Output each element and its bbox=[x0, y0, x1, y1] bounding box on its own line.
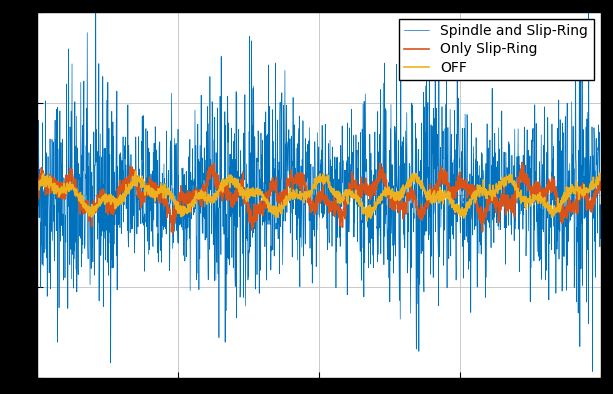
OFF bbox=[33, 180, 40, 185]
Only Slip-Ring bbox=[597, 180, 604, 184]
OFF bbox=[364, 219, 371, 223]
Only Slip-Ring bbox=[581, 189, 588, 193]
Only Slip-Ring bbox=[62, 183, 69, 188]
OFF bbox=[597, 178, 604, 182]
Line: Only Slip-Ring: Only Slip-Ring bbox=[37, 162, 601, 232]
Spindle and Slip-Ring bbox=[292, 146, 300, 151]
Only Slip-Ring bbox=[169, 230, 177, 235]
Spindle and Slip-Ring bbox=[581, 177, 588, 181]
OFF bbox=[292, 190, 300, 195]
Spindle and Slip-Ring bbox=[33, 169, 40, 174]
Only Slip-Ring bbox=[292, 175, 300, 180]
Only Slip-Ring bbox=[308, 209, 315, 214]
Only Slip-Ring bbox=[33, 198, 40, 203]
Only Slip-Ring bbox=[478, 221, 485, 226]
Only Slip-Ring bbox=[519, 160, 526, 165]
OFF bbox=[132, 169, 139, 173]
Line: OFF: OFF bbox=[37, 171, 601, 221]
OFF bbox=[581, 193, 588, 197]
Legend: Spindle and Slip-Ring, Only Slip-Ring, OFF: Spindle and Slip-Ring, Only Slip-Ring, O… bbox=[398, 19, 594, 80]
Spindle and Slip-Ring bbox=[62, 213, 69, 217]
Spindle and Slip-Ring bbox=[478, 194, 485, 199]
Spindle and Slip-Ring bbox=[589, 369, 596, 374]
Line: Spindle and Slip-Ring: Spindle and Slip-Ring bbox=[37, 0, 601, 372]
Spindle and Slip-Ring bbox=[597, 236, 604, 241]
OFF bbox=[478, 187, 485, 192]
OFF bbox=[62, 186, 69, 191]
Spindle and Slip-Ring bbox=[308, 217, 315, 221]
OFF bbox=[581, 188, 588, 193]
Only Slip-Ring bbox=[581, 188, 588, 193]
OFF bbox=[308, 193, 315, 197]
Spindle and Slip-Ring bbox=[581, 216, 588, 221]
